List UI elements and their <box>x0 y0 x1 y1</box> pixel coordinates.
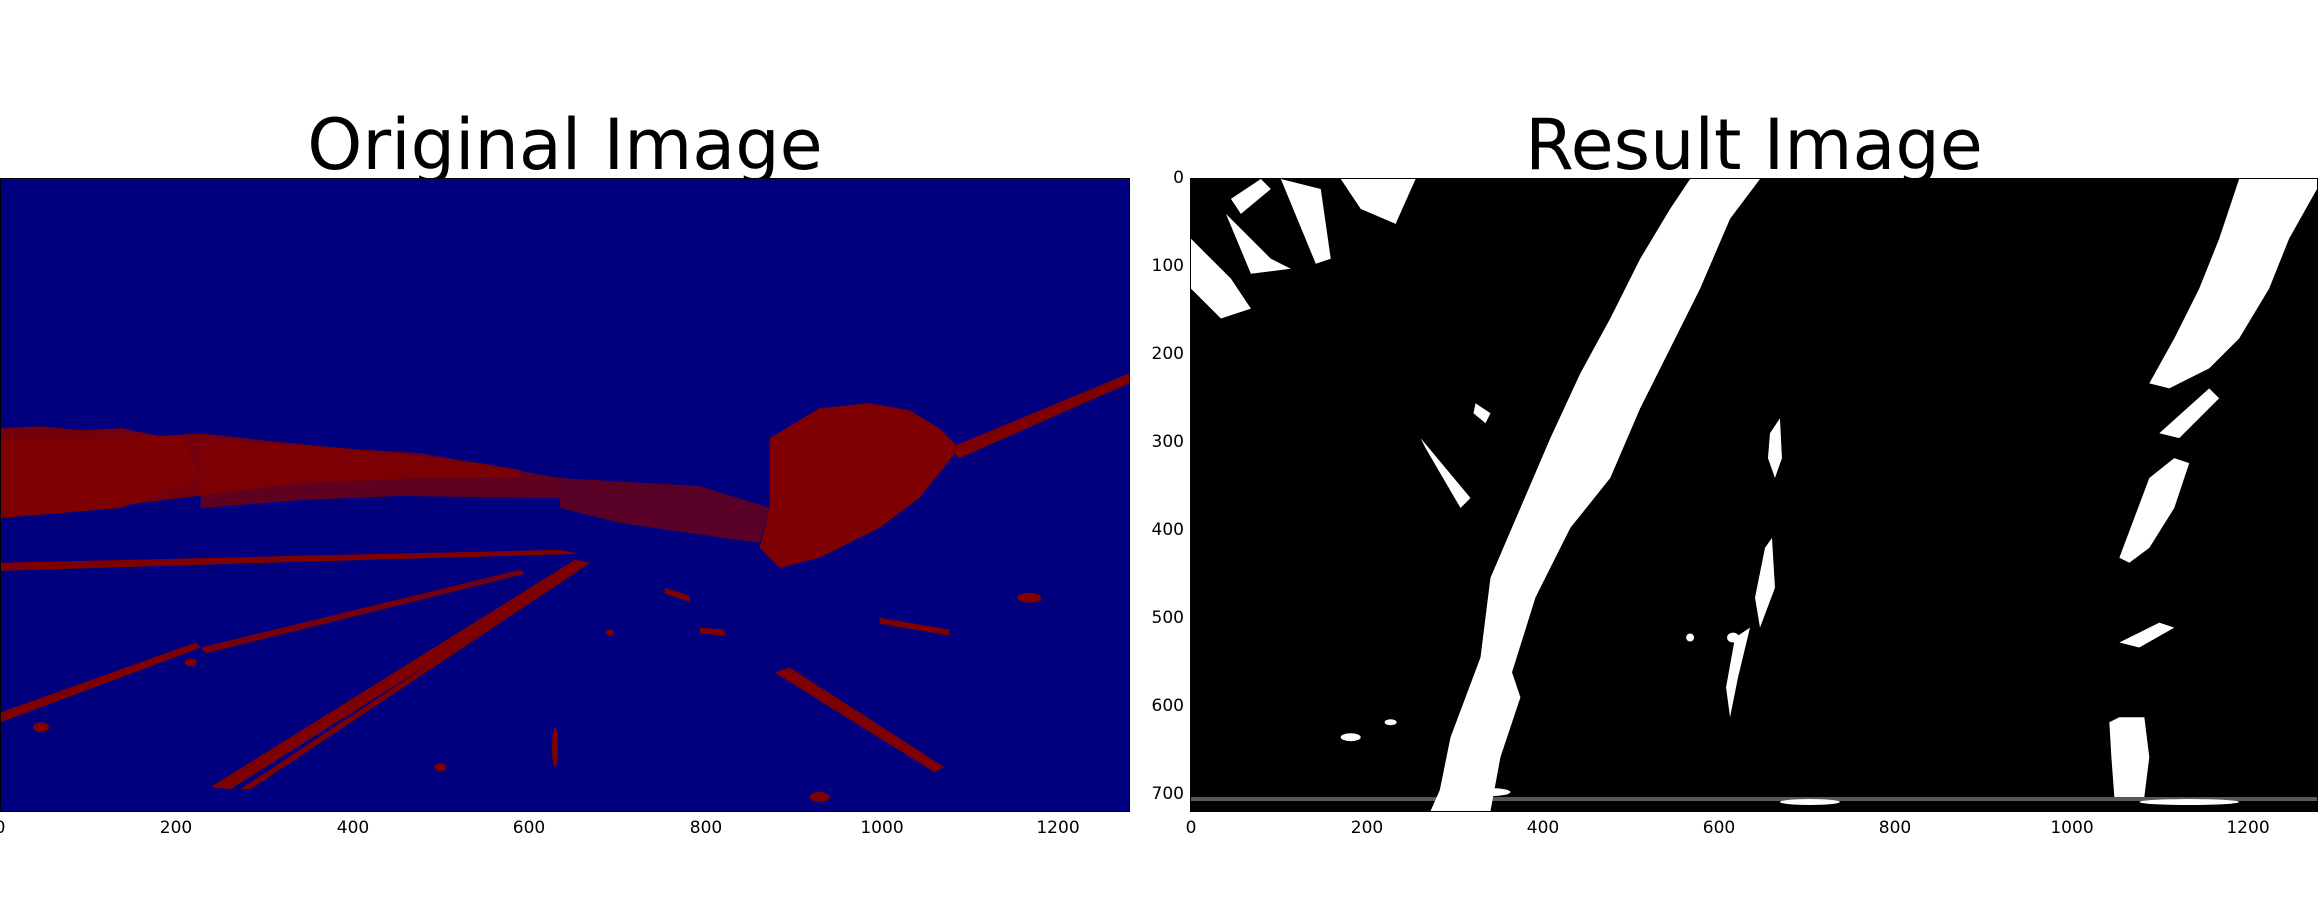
left-x-tick: 1000 <box>860 818 904 838</box>
result-image-axes <box>1190 178 2318 812</box>
right-y-tick: 500 <box>1151 608 1184 628</box>
result-image <box>1191 179 2317 811</box>
right-y-tick: 700 <box>1151 784 1184 804</box>
right-x-tick: 0 <box>1185 818 1197 838</box>
original-image-axes <box>0 178 1130 812</box>
right-x-tick: 400 <box>1526 818 1560 838</box>
right-y-tick: 600 <box>1151 696 1184 716</box>
right-y-tick: 400 <box>1151 520 1184 540</box>
right-x-tick: 200 <box>1350 818 1384 838</box>
right-y-tick: 200 <box>1151 344 1184 364</box>
right-x-tick: 1200 <box>2226 818 2270 838</box>
right-x-tick: 600 <box>1702 818 1736 838</box>
left-x-tick: 1200 <box>1036 818 1080 838</box>
left-x-tick: 800 <box>689 818 723 838</box>
right-y-tick: 300 <box>1151 432 1184 452</box>
right-x-tick: 1000 <box>2050 818 2094 838</box>
original-image-title: Original Image <box>307 104 823 186</box>
original-image <box>1 373 1129 803</box>
right-y-tick: 100 <box>1151 256 1184 276</box>
left-x-tick: 0 <box>0 818 5 838</box>
right-y-tick: 0 <box>1173 168 1184 188</box>
right-x-tick: 800 <box>1878 818 1912 838</box>
left-x-tick: 400 <box>336 818 370 838</box>
left-x-tick: 600 <box>512 818 546 838</box>
left-x-tick: 200 <box>159 818 193 838</box>
result-image-title: Result Image <box>1525 104 1983 186</box>
